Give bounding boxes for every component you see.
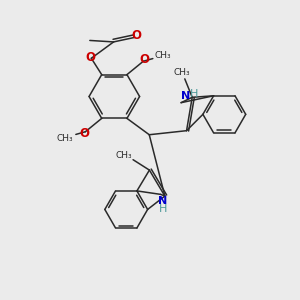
Text: O: O [86,51,96,64]
Text: CH₃: CH₃ [57,134,74,143]
Text: O: O [131,28,141,42]
Text: N: N [158,196,168,206]
Text: O: O [79,127,89,140]
Text: CH₃: CH₃ [173,68,190,77]
Text: H: H [190,89,198,99]
Text: CH₃: CH₃ [115,151,132,160]
Text: CH₃: CH₃ [154,51,171,60]
Text: H: H [159,204,167,214]
Text: O: O [140,53,149,66]
Text: N: N [181,91,190,101]
